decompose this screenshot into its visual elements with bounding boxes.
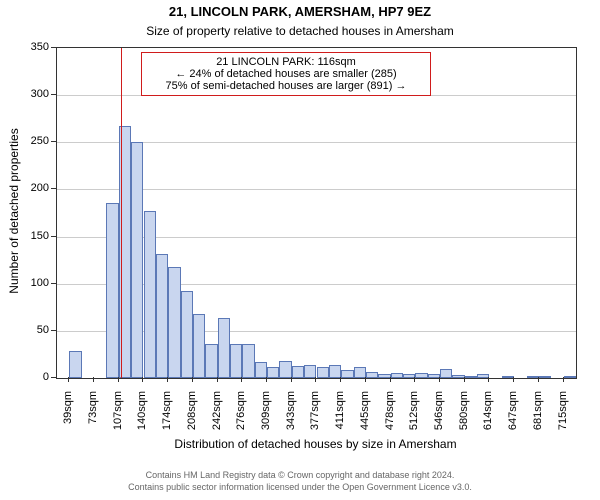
x-tick-mark bbox=[439, 377, 440, 382]
annotation-line: ← 24% of detached houses are smaller (28… bbox=[148, 68, 424, 80]
x-tick-mark bbox=[142, 377, 143, 382]
x-tick-mark bbox=[365, 377, 366, 382]
x-tick-label: 309sqm bbox=[260, 391, 272, 441]
histogram-bar bbox=[218, 318, 230, 378]
y-tick-label: 350 bbox=[21, 41, 49, 53]
x-tick-label: 681sqm bbox=[532, 391, 544, 441]
y-tick-mark bbox=[51, 141, 56, 142]
histogram-bar bbox=[69, 351, 81, 378]
histogram-bar bbox=[317, 367, 329, 378]
histogram-bar bbox=[193, 314, 205, 378]
y-tick-mark bbox=[51, 283, 56, 284]
x-tick-mark bbox=[266, 377, 267, 382]
x-tick-mark bbox=[68, 377, 69, 382]
y-tick-label: 0 bbox=[21, 371, 49, 383]
histogram-bar bbox=[144, 211, 156, 378]
y-axis-label: Number of detached properties bbox=[7, 46, 21, 376]
zero-line bbox=[57, 378, 576, 379]
x-tick-label: 580sqm bbox=[458, 391, 470, 441]
y-tick-label: 50 bbox=[21, 324, 49, 336]
x-tick-mark bbox=[291, 377, 292, 382]
x-tick-mark bbox=[538, 377, 539, 382]
x-tick-label: 208sqm bbox=[186, 391, 198, 441]
histogram-bar bbox=[341, 370, 353, 378]
histogram-bar bbox=[242, 344, 254, 378]
property-marker-line bbox=[121, 48, 122, 378]
y-tick-mark bbox=[51, 94, 56, 95]
plot-area bbox=[56, 47, 577, 379]
x-tick-label: 73sqm bbox=[87, 391, 99, 441]
y-tick-mark bbox=[51, 330, 56, 331]
x-tick-label: 715sqm bbox=[557, 391, 569, 441]
y-tick-label: 200 bbox=[21, 182, 49, 194]
histogram-bar bbox=[279, 361, 291, 378]
x-tick-mark bbox=[118, 377, 119, 382]
y-tick-mark bbox=[51, 236, 56, 237]
y-tick-label: 250 bbox=[21, 135, 49, 147]
histogram-bar bbox=[205, 344, 217, 378]
y-tick-label: 300 bbox=[21, 88, 49, 100]
x-tick-label: 377sqm bbox=[309, 391, 321, 441]
histogram-bar bbox=[131, 142, 143, 378]
x-tick-mark bbox=[414, 377, 415, 382]
property-size-chart: 21, LINCOLN PARK, AMERSHAM, HP7 9EZ Size… bbox=[0, 0, 600, 500]
x-tick-mark bbox=[563, 377, 564, 382]
x-tick-mark bbox=[488, 377, 489, 382]
y-tick-label: 100 bbox=[21, 277, 49, 289]
histogram-bar bbox=[267, 367, 279, 378]
x-tick-mark bbox=[241, 377, 242, 382]
annotation-line: 75% of semi-detached houses are larger (… bbox=[148, 80, 424, 92]
histogram-bar bbox=[255, 362, 267, 378]
annotation-line: 21 LINCOLN PARK: 116sqm bbox=[148, 56, 424, 68]
chart-title-subtitle: Size of property relative to detached ho… bbox=[0, 24, 600, 38]
x-tick-label: 140sqm bbox=[136, 391, 148, 441]
x-tick-mark bbox=[390, 377, 391, 382]
x-tick-label: 647sqm bbox=[507, 391, 519, 441]
x-tick-label: 276sqm bbox=[235, 391, 247, 441]
y-tick-mark bbox=[51, 188, 56, 189]
x-tick-label: 39sqm bbox=[62, 391, 74, 441]
x-tick-mark bbox=[167, 377, 168, 382]
chart-title-address: 21, LINCOLN PARK, AMERSHAM, HP7 9EZ bbox=[0, 4, 600, 19]
x-tick-mark bbox=[192, 377, 193, 382]
footer-line-2: Contains public sector information licen… bbox=[0, 482, 600, 492]
x-tick-label: 512sqm bbox=[408, 391, 420, 441]
x-tick-mark bbox=[513, 377, 514, 382]
x-tick-mark bbox=[464, 377, 465, 382]
y-tick-label: 150 bbox=[21, 230, 49, 242]
footer-line-1: Contains HM Land Registry data © Crown c… bbox=[0, 470, 600, 480]
annotation-box: 21 LINCOLN PARK: 116sqm← 24% of detached… bbox=[141, 52, 431, 96]
x-tick-mark bbox=[340, 377, 341, 382]
x-tick-label: 343sqm bbox=[285, 391, 297, 441]
y-tick-mark bbox=[51, 377, 56, 378]
x-tick-label: 614sqm bbox=[482, 391, 494, 441]
x-tick-mark bbox=[93, 377, 94, 382]
x-tick-label: 411sqm bbox=[334, 391, 346, 441]
x-tick-label: 107sqm bbox=[112, 391, 124, 441]
x-tick-label: 478sqm bbox=[384, 391, 396, 441]
x-tick-label: 174sqm bbox=[161, 391, 173, 441]
x-tick-label: 242sqm bbox=[211, 391, 223, 441]
histogram-bar bbox=[181, 291, 193, 378]
histogram-bar bbox=[230, 344, 242, 378]
x-tick-mark bbox=[217, 377, 218, 382]
x-tick-label: 445sqm bbox=[359, 391, 371, 441]
y-tick-mark bbox=[51, 47, 56, 48]
histogram-bar bbox=[292, 366, 304, 378]
x-tick-label: 546sqm bbox=[433, 391, 445, 441]
histogram-bar bbox=[168, 267, 180, 378]
histogram-bar bbox=[106, 203, 118, 378]
x-tick-mark bbox=[315, 377, 316, 382]
histogram-bar bbox=[156, 254, 168, 378]
histogram-bar bbox=[440, 369, 452, 378]
